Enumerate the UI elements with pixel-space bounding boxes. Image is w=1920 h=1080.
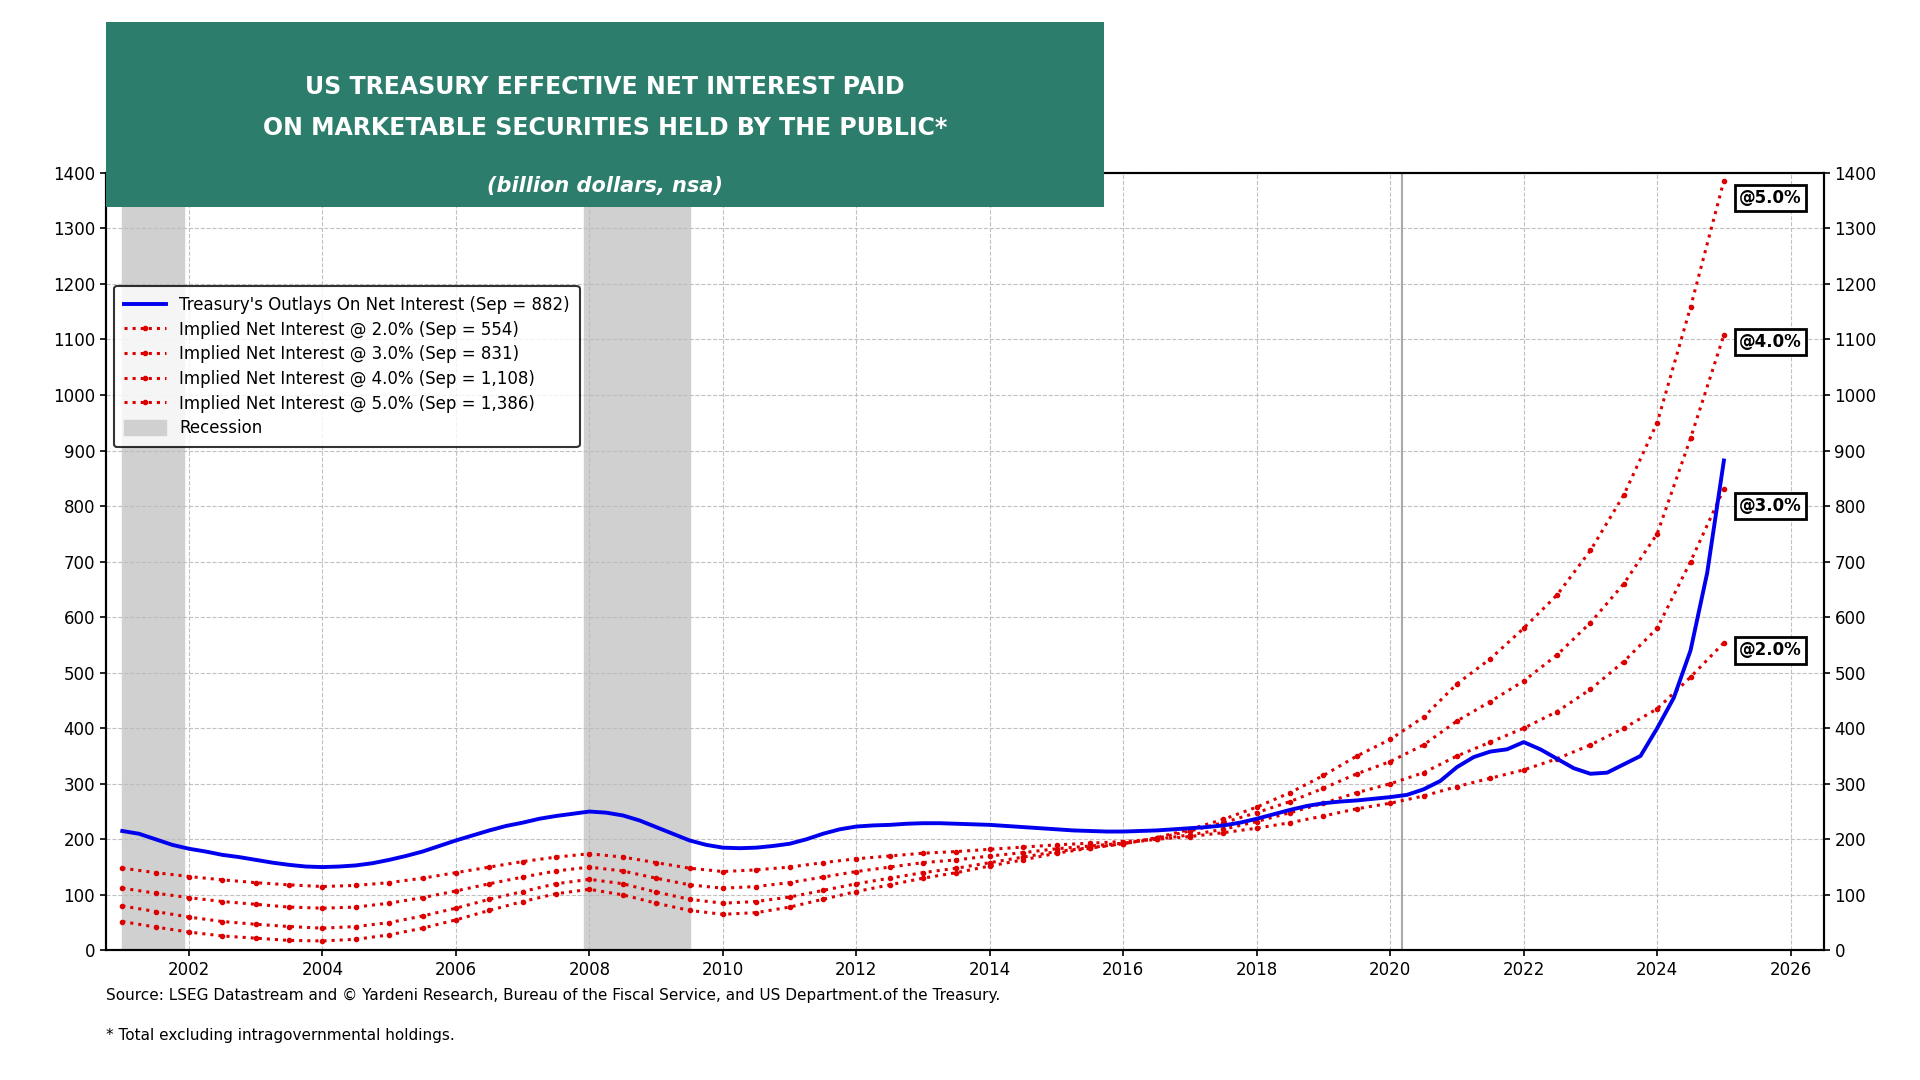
Text: @4.0%: @4.0% bbox=[1740, 334, 1803, 351]
Text: (billion dollars, nsa): (billion dollars, nsa) bbox=[488, 176, 722, 195]
Text: Source: LSEG Datastream and © Yardeni Research, Bureau of the Fiscal Service, an: Source: LSEG Datastream and © Yardeni Re… bbox=[106, 988, 1000, 1003]
Text: US TREASURY EFFECTIVE NET INTEREST PAID: US TREASURY EFFECTIVE NET INTEREST PAID bbox=[305, 76, 904, 99]
Bar bbox=[584, 173, 689, 950]
Legend: Treasury's Outlays On Net Interest (Sep = 882), Implied Net Interest @ 2.0% (Sep: Treasury's Outlays On Net Interest (Sep … bbox=[113, 286, 580, 447]
Text: @5.0%: @5.0% bbox=[1740, 189, 1803, 206]
Text: @3.0%: @3.0% bbox=[1740, 497, 1803, 515]
Text: @2.0%: @2.0% bbox=[1740, 642, 1803, 660]
Text: * Total excluding intragovernmental holdings.: * Total excluding intragovernmental hold… bbox=[106, 1028, 455, 1043]
Text: ON MARKETABLE SECURITIES HELD BY THE PUBLIC*: ON MARKETABLE SECURITIES HELD BY THE PUB… bbox=[263, 116, 947, 140]
Bar bbox=[123, 173, 184, 950]
